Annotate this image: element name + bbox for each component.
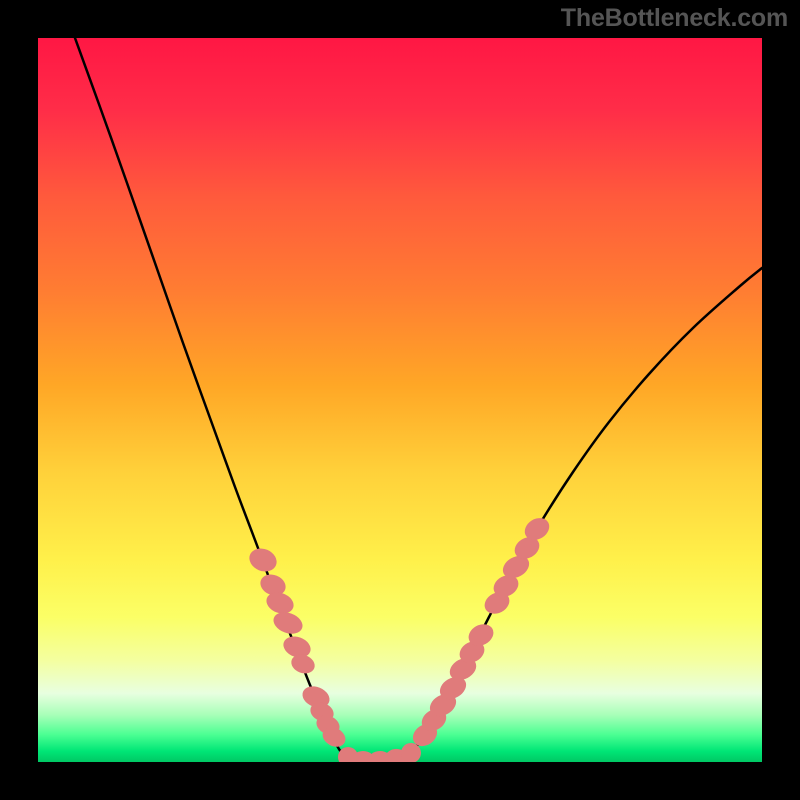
bottleneck-curve xyxy=(75,38,762,762)
watermark-text: TheBottleneck.com xyxy=(561,4,788,33)
chart-overlay xyxy=(0,0,800,800)
data-marker xyxy=(246,545,280,576)
chart-container: { "canvas": { "width": 800, "height": 80… xyxy=(0,0,800,800)
data-marker xyxy=(270,608,305,637)
